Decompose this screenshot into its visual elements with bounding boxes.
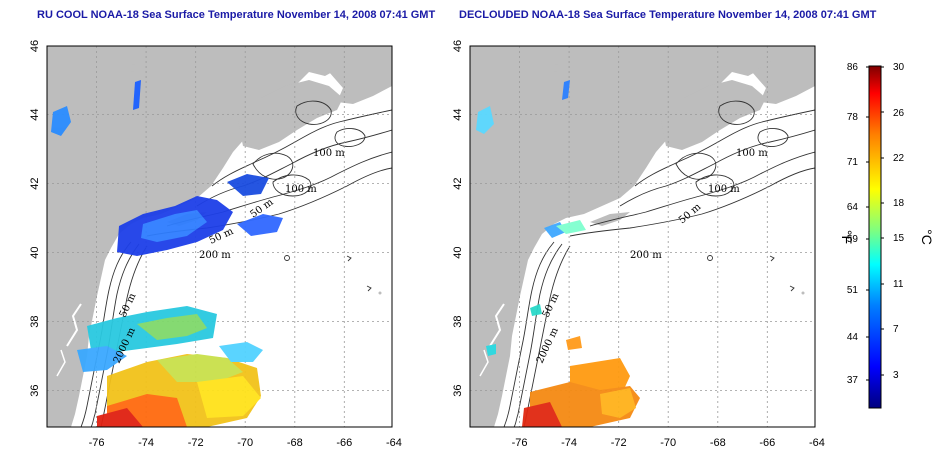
c-tick-label: 22	[893, 153, 905, 164]
c-tick-label: 11	[893, 279, 904, 290]
y-tick-label: 42	[452, 177, 464, 189]
x-tick-label: -74	[138, 437, 154, 449]
f-tick-label: 51	[847, 285, 859, 296]
left-map-frame	[46, 45, 393, 428]
f-tick-label: 78	[847, 112, 859, 123]
contour-label: 200 m	[630, 250, 662, 261]
contour-label: 100 m	[736, 148, 768, 159]
x-tick-label: -70	[660, 437, 676, 449]
f-tick-label: 64	[847, 202, 859, 213]
right-sst-field	[476, 80, 640, 427]
c-tick-label: 18	[893, 198, 905, 209]
x-tick-label: -72	[611, 437, 627, 449]
fahrenheit-tick-marks	[866, 66, 884, 381]
c-tick-label: 3	[893, 370, 899, 381]
f-tick-label: 86	[847, 62, 859, 73]
f-tick-label: 59	[847, 234, 859, 245]
f-tick-label: 44	[847, 332, 859, 343]
y-tick-label: 46	[29, 40, 41, 52]
x-tick-label: -64	[386, 437, 402, 449]
y-tick-label: 36	[452, 384, 464, 396]
x-tick-label: -66	[759, 437, 775, 449]
right-x-axis: -76 -74 -72 -70 -68 -66 -64	[512, 437, 825, 449]
y-tick-label: 42	[29, 177, 41, 189]
colorbar-unit-celsius: °C	[919, 229, 935, 245]
x-tick-label: -70	[237, 437, 253, 449]
right-y-axis: 46 44 42 40 38 36	[452, 40, 464, 397]
x-tick-label: -74	[561, 437, 577, 449]
left-map-panel: 100 m 100 m 50 m 50 m 200 m 50 m 2000 m …	[29, 40, 402, 449]
right-map-title: DECLOUDED NOAA-18 Sea Surface Temperatur…	[459, 9, 877, 21]
y-tick-label: 38	[29, 315, 41, 327]
x-tick-label: -72	[188, 437, 204, 449]
x-tick-label: -76	[89, 437, 105, 449]
contour-label: 100 m	[708, 184, 740, 195]
y-tick-label: 38	[452, 315, 464, 327]
left-y-axis: 46 44 42 40 38 36	[29, 40, 41, 397]
celsius-ticks: 30 26 22 18 15 11 7 3	[893, 62, 905, 381]
c-tick-label: 26	[893, 108, 905, 119]
colorbar: °F °C 86 78 71 64 59 51 44 37 30 26 22 1…	[839, 62, 935, 409]
fahrenheit-ticks: 86 78 71 64 59 51 44 37	[847, 62, 859, 386]
colorbar-gradient	[868, 65, 882, 409]
f-tick-label: 71	[847, 157, 859, 168]
y-tick-label: 40	[452, 246, 464, 258]
c-tick-label: 15	[893, 233, 905, 244]
right-map-panel: 100 m 100 m 50 m 200 m 50 m 2000 m -76 -…	[452, 40, 825, 449]
y-tick-label: 40	[29, 246, 41, 258]
x-tick-label: -68	[287, 437, 303, 449]
y-tick-label: 44	[452, 108, 464, 120]
x-tick-label: -68	[710, 437, 726, 449]
x-tick-label: -76	[512, 437, 528, 449]
c-tick-label: 7	[893, 324, 899, 335]
left-map-title: RU COOL NOAA-18 Sea Surface Temperature …	[37, 9, 436, 21]
f-tick-label: 37	[847, 375, 859, 386]
right-map-frame	[469, 45, 816, 428]
x-tick-label: -66	[336, 437, 352, 449]
y-tick-label: 46	[452, 40, 464, 52]
c-tick-label: 30	[893, 62, 905, 73]
contour-label: 200 m	[199, 250, 231, 261]
left-x-axis: -76 -74 -72 -70 -68 -66 -64	[89, 437, 402, 449]
left-sst-field	[51, 80, 283, 427]
contour-label: 100 m	[313, 148, 345, 159]
y-tick-label: 44	[29, 108, 41, 120]
colorbar-unit-fahrenheit: °F	[839, 230, 855, 244]
x-tick-label: -64	[809, 437, 825, 449]
y-tick-label: 36	[29, 384, 41, 396]
contour-label: 100 m	[285, 184, 317, 195]
